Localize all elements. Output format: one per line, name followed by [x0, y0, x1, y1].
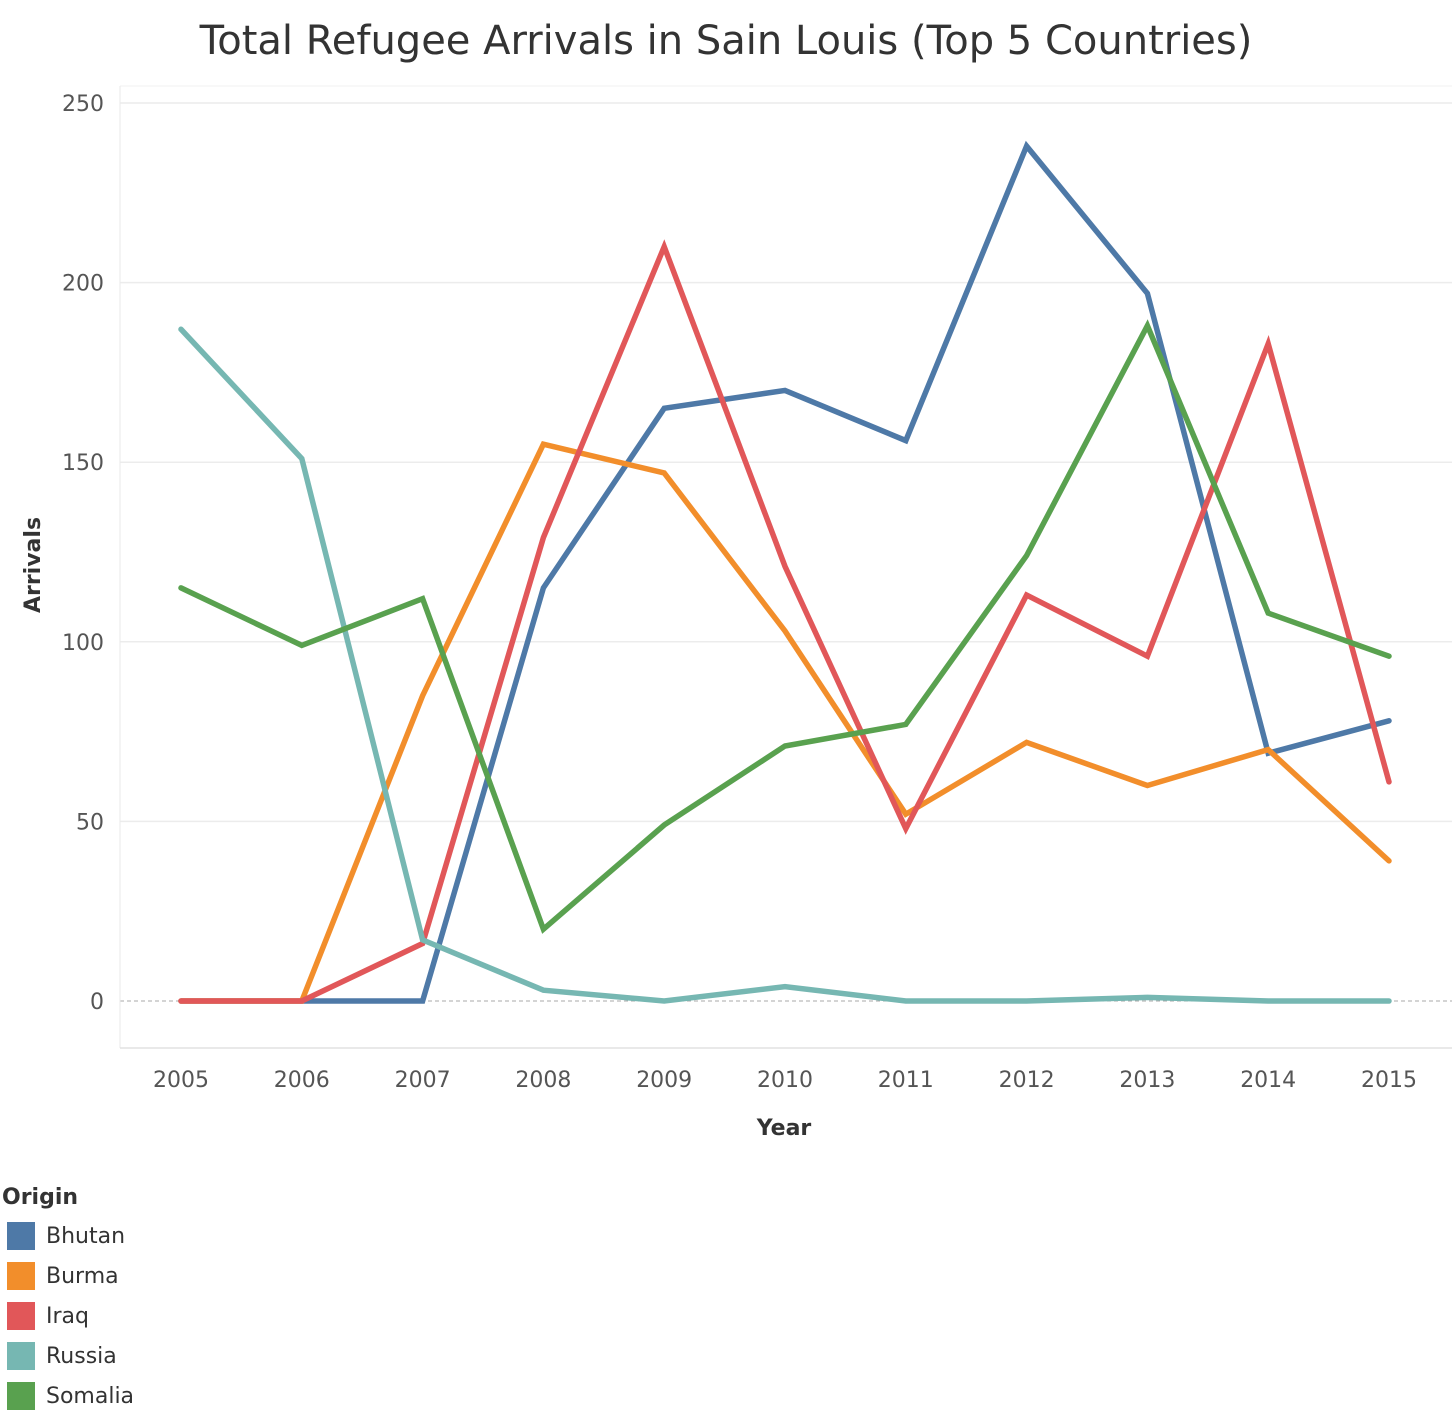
legend-label: Iraq — [46, 1303, 89, 1329]
gridlines — [120, 102, 1452, 1002]
y-axis-label: Arrivals — [21, 517, 46, 613]
legend-label: Russia — [46, 1343, 117, 1369]
x-axis-ticks: 2005 2006 2007 2008 2009 2010 2011 2012 2013 2014… — [153, 1068, 1417, 1093]
x-tick-label: 2008 — [515, 1068, 571, 1093]
legend-label: Burma — [46, 1263, 119, 1289]
legend-swatch — [7, 1262, 35, 1290]
legend-item-somalia: Somalia — [2, 1376, 134, 1416]
legend-swatch — [7, 1342, 35, 1370]
x-axis-label: Year — [756, 1116, 812, 1141]
x-tick-label: 2014 — [1240, 1068, 1296, 1093]
legend-title: Origin — [2, 1185, 79, 1210]
series-line-somalia — [178, 319, 1392, 934]
x-tick-label: 2006 — [274, 1068, 330, 1093]
legend-label: Bhutan — [46, 1223, 126, 1249]
x-tick-label: 2013 — [1119, 1068, 1175, 1093]
y-tick-label: 100 — [62, 631, 104, 656]
x-tick-label: 2007 — [395, 1068, 451, 1093]
legend-swatch — [7, 1222, 35, 1250]
legend-item-bhutan: Bhutan — [2, 1216, 134, 1256]
legend-swatch — [7, 1382, 35, 1410]
series-lines — [178, 140, 1392, 1004]
legend-items: Bhutan Burma Iraq Russia Somalia — [2, 1216, 134, 1416]
y-tick-label: 150 — [62, 451, 104, 476]
y-axis-ticks: 0 50 100 150 200 250 — [62, 92, 104, 1015]
series-line-russia — [178, 326, 1392, 1004]
legend: Origin Bhutan Burma Iraq Russia Somalia — [2, 1185, 134, 1416]
y-tick-label: 250 — [62, 92, 104, 117]
legend-item-iraq: Iraq — [2, 1296, 134, 1336]
y-tick-label: 50 — [76, 810, 104, 835]
x-tick-label: 2010 — [757, 1068, 813, 1093]
series-line-iraq — [178, 239, 1392, 1004]
chart-title: Total Refugee Arrivals in Sain Louis (To… — [199, 18, 1253, 64]
x-tick-label: 2011 — [878, 1068, 934, 1093]
legend-label: Somalia — [46, 1383, 135, 1409]
series-line-bhutan — [178, 140, 1392, 1004]
legend-item-russia: Russia — [2, 1336, 134, 1376]
y-tick-label: 0 — [90, 990, 104, 1015]
x-tick-label: 2009 — [636, 1068, 692, 1093]
legend-item-burma: Burma — [2, 1256, 134, 1296]
x-tick-label: 2015 — [1361, 1068, 1417, 1093]
legend-swatch — [7, 1302, 35, 1330]
x-tick-label: 2012 — [999, 1068, 1055, 1093]
line-chart: 0 50 100 150 200 250 2005 2006 2007 2008 2009 2010… — [21, 85, 1452, 1141]
y-tick-label: 200 — [62, 272, 104, 297]
x-tick-label: 2005 — [153, 1068, 209, 1093]
axes — [119, 85, 1452, 1049]
series-line-burma — [178, 441, 1392, 1004]
